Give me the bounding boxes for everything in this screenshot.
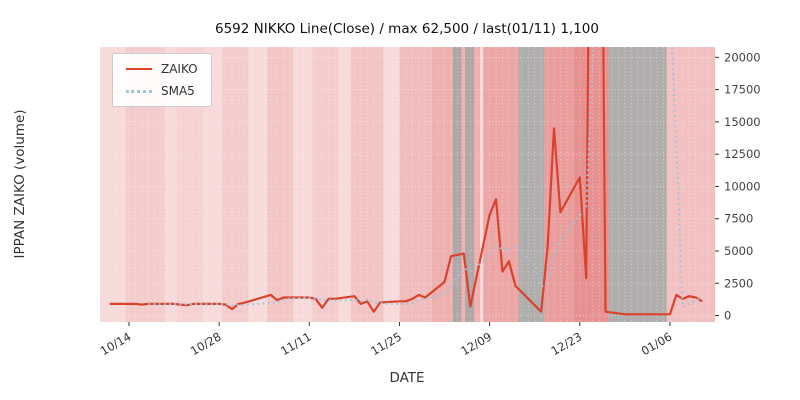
- gray-band: [518, 47, 545, 322]
- x-tick-label: 12/23: [549, 329, 585, 358]
- y-tick-label: 15000: [724, 115, 761, 129]
- shade-band: [666, 47, 715, 322]
- x-tick-label: 10/14: [98, 329, 134, 358]
- shade-band: [267, 47, 294, 322]
- y-tick-label: 12500: [724, 147, 761, 161]
- y-tick-label: 10000: [724, 179, 761, 193]
- shade-band: [312, 47, 339, 322]
- sma5-line-swatch: [126, 89, 152, 93]
- x-axis-label: DATE: [389, 370, 424, 386]
- x-tick-label: 01/06: [639, 329, 675, 358]
- y-tick-label: 17500: [724, 83, 761, 97]
- zaiko-line-swatch: [126, 68, 152, 70]
- x-tick-label: 12/09: [458, 329, 494, 358]
- legend-label-sma5: SMA5: [161, 84, 195, 98]
- chart-title: 6592 NIKKO Line(Close) / max 62,500 / la…: [215, 21, 599, 37]
- y-tick-label: 7500: [724, 212, 753, 226]
- y-axis-label: IPPAN ZAIKO (volume): [12, 109, 28, 258]
- legend-item-sma5: SMA5: [126, 84, 198, 98]
- y-tick-label: 5000: [724, 244, 753, 258]
- y-tick-label: 2500: [724, 276, 753, 290]
- x-tick-label: 10/28: [188, 329, 224, 358]
- x-tick-label: 11/25: [368, 329, 404, 358]
- y-tick-label: 0: [724, 309, 731, 323]
- legend: ZAIKO SMA5: [112, 53, 212, 107]
- shade-band: [399, 47, 432, 322]
- gray-band: [465, 47, 475, 322]
- shade-band: [222, 47, 249, 322]
- x-tick-label: 11/11: [278, 329, 314, 358]
- zaiko-line: [109, 47, 703, 316]
- y-tick-label: 20000: [724, 50, 761, 64]
- legend-item-zaiko: ZAIKO: [126, 62, 198, 76]
- legend-label-zaiko: ZAIKO: [161, 62, 198, 76]
